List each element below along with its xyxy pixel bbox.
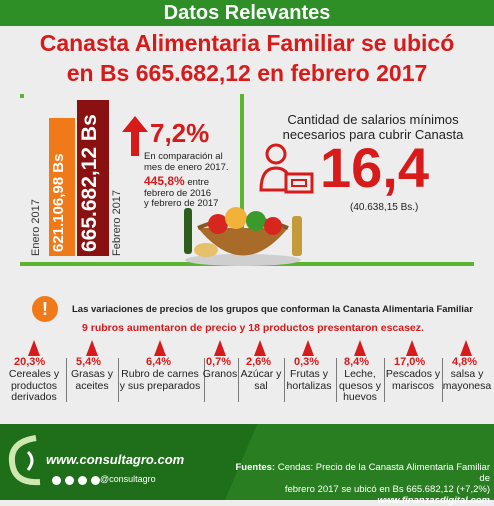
yoy-change-desc2: febrero de 2016 [144, 187, 212, 199]
up-triangle-icon [354, 340, 366, 356]
category-name: Cereales y productos derivados [8, 368, 60, 403]
category-name: Leche, quesos y huevos [338, 368, 382, 403]
category-separator [238, 358, 239, 402]
category-separator [204, 358, 205, 402]
category-name: Frutas y hortalizas [286, 368, 332, 392]
up-triangle-icon [214, 340, 226, 356]
bar-january-label: Enero 2017 [30, 199, 42, 256]
footer-site[interactable]: www.consultagro.com [46, 452, 185, 467]
category-name: Rubro de carnes y sus preparados [119, 368, 201, 392]
category-pct: 2,6% [246, 356, 272, 368]
up-triangle-icon [302, 340, 314, 356]
bar-january-value: 621.106,98 Bs [50, 153, 67, 252]
person-wallet-icon [258, 140, 316, 203]
category-name: Grasas y aceites [70, 368, 113, 392]
category-pct: 4,8% [452, 356, 478, 368]
category-pct: 0,3% [294, 356, 320, 368]
wages-sub: (40.638,15 Bs.) [350, 202, 419, 213]
wages-title-line2: necesarios para cubrir Canasta [282, 127, 464, 142]
food-basket-image [178, 188, 308, 273]
bar-january [49, 118, 75, 256]
category-separator [442, 358, 443, 402]
youtube-icon[interactable] [78, 476, 87, 485]
category-name: salsa y mayonesa [442, 368, 492, 392]
notice-line2: 9 rubros aumentaron de precio y 18 produ… [82, 322, 424, 334]
facebook-icon[interactable] [52, 476, 61, 485]
sources-site[interactable]: www.finanzasdigital.com [377, 495, 490, 506]
yoy-change-desc3: y febrero de 2017 [144, 198, 219, 209]
wages-title-line1: Cantidad de salarios mínimos [287, 112, 459, 127]
category-pct: 17,0% [394, 356, 426, 368]
wages-title: Cantidad de salarios mínimos necesarios … [258, 112, 488, 142]
category-pct: 20,3% [14, 356, 46, 368]
category-separator [118, 358, 119, 402]
up-triangle-icon [28, 340, 40, 356]
header-title: Datos Relevantes [0, 0, 494, 26]
sources-text2: febrero 2017 se ubicó en Bs 665.682,12 (… [284, 484, 490, 495]
category-pct: 8,4% [344, 356, 370, 368]
category-name: Azúcar y sal [240, 368, 282, 392]
headline-line1: Canasta Alimentaria Familiar se ubicó [39, 30, 455, 56]
notice-line1: Las variaciones de precios de los grupos… [72, 304, 473, 315]
category-separator [284, 358, 285, 402]
category-name: Pescados y mariscos [385, 368, 441, 392]
divider-vertical [240, 94, 244, 266]
category-pct: 5,4% [76, 356, 102, 368]
footer-right-panel [225, 424, 494, 500]
up-triangle-icon [154, 340, 166, 356]
bar-february [77, 100, 109, 256]
bar-february-value: 665.682,12 Bs [78, 114, 101, 252]
sources-text1: Cendas: Precio de la Canasta Alimentaria… [277, 462, 490, 484]
up-triangle-icon [460, 340, 472, 356]
instagram-icon[interactable] [91, 476, 100, 485]
monthly-change-desc: En comparación al mes de enero 2017. [144, 151, 229, 173]
wages-value: 16,4 [320, 136, 429, 199]
category-separator [336, 358, 337, 402]
consultagro-logo-icon [6, 432, 46, 493]
yoy-change-pct: 445,8% [144, 174, 185, 188]
twitter-icon[interactable] [65, 476, 74, 485]
monthly-change-pct: 7,2% [150, 118, 210, 148]
up-arrow-icon [122, 116, 148, 161]
up-triangle-icon [406, 340, 418, 356]
category-pct: 0,7% [206, 356, 232, 368]
category-pct: 6,4% [146, 356, 172, 368]
categories-row: 20,3% Cereales y productos derivados 5,4… [0, 340, 494, 410]
social-icons [52, 476, 100, 485]
sources: Fuentes: Cendas: Precio de la Canasta Al… [234, 462, 491, 506]
category-name: Granos [202, 368, 238, 380]
up-triangle-icon [86, 340, 98, 356]
yoy-change: 445,8% entre febrero de 2016 y febrero d… [144, 174, 238, 210]
footer-handle[interactable]: @consultagro [100, 474, 156, 484]
category-separator [384, 358, 385, 402]
sources-label: Fuentes: [235, 462, 276, 473]
yoy-change-desc1: entre [187, 177, 209, 188]
alert-icon: ! [32, 296, 58, 322]
up-triangle-icon [254, 340, 266, 356]
divider-horizontal-top [20, 94, 24, 98]
headline: Canasta Alimentaria Familiar se ubicó en… [0, 28, 494, 88]
category-separator [66, 358, 67, 402]
bar-february-label: Febrero 2017 [111, 189, 123, 256]
headline-line2: en Bs 665.682,12 en febrero 2017 [66, 60, 428, 86]
